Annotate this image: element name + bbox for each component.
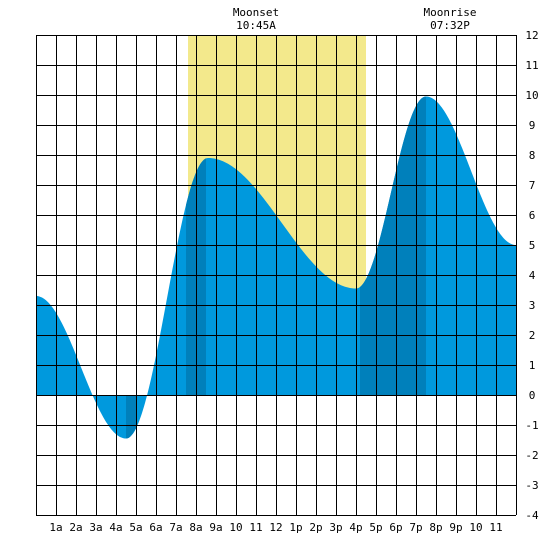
x-tick-label: 3p xyxy=(329,521,342,534)
moon-event-time: 10:45A xyxy=(236,19,276,32)
x-tick-label: 9p xyxy=(449,521,462,534)
y-tick-label: -2 xyxy=(525,449,538,462)
x-tick-label: 10 xyxy=(469,521,482,534)
x-tick-label: 1p xyxy=(289,521,302,534)
y-tick-label: 9 xyxy=(529,119,536,132)
x-tick-label: 11 xyxy=(489,521,502,534)
x-tick-label: 8p xyxy=(429,521,442,534)
x-tick-label: 4p xyxy=(349,521,362,534)
x-tick-label: 8a xyxy=(189,521,202,534)
y-tick-label: 3 xyxy=(529,299,536,312)
x-tick-label: 3a xyxy=(89,521,102,534)
x-tick-label: 6a xyxy=(149,521,162,534)
x-tick-label: 2p xyxy=(309,521,322,534)
x-tick-label: 7p xyxy=(409,521,422,534)
y-tick-label: 1 xyxy=(529,359,536,372)
x-tick-label: 11 xyxy=(249,521,262,534)
x-tick-label: 1a xyxy=(49,521,62,534)
x-tick-label: 9a xyxy=(209,521,222,534)
moon-event-title: Moonset xyxy=(233,6,279,19)
moon-event-title: Moonrise xyxy=(424,6,477,19)
y-tick-label: 8 xyxy=(529,149,536,162)
x-tick-label: 12 xyxy=(269,521,282,534)
grid xyxy=(36,35,517,516)
moon-event-time: 07:32P xyxy=(430,19,470,32)
y-tick-label: 5 xyxy=(529,239,536,252)
y-tick-label: 11 xyxy=(525,59,538,72)
y-tick-label: -3 xyxy=(525,479,538,492)
x-tick-label: 4a xyxy=(109,521,122,534)
y-tick-label: 4 xyxy=(529,269,536,282)
y-tick-label: 0 xyxy=(529,389,536,402)
y-tick-label: 10 xyxy=(525,89,538,102)
y-tick-label: -4 xyxy=(525,509,539,522)
x-tick-label: 5p xyxy=(369,521,382,534)
x-tick-label: 7a xyxy=(169,521,182,534)
x-tick-label: 6p xyxy=(389,521,402,534)
x-tick-label: 10 xyxy=(229,521,242,534)
y-tick-label: 12 xyxy=(525,29,538,42)
y-tick-label: 2 xyxy=(529,329,536,342)
x-tick-label: 2a xyxy=(69,521,82,534)
y-tick-label: -1 xyxy=(525,419,538,432)
y-tick-label: 6 xyxy=(529,209,536,222)
tide-area-dark-band xyxy=(186,158,206,395)
y-tick-label: 7 xyxy=(529,179,536,192)
x-tick-label: 5a xyxy=(129,521,142,534)
tide-area-dark-band xyxy=(126,395,136,439)
x-axis-ticks: 1a 2a 3a 4a 5a 6a 7a 8a 9a 10 11 12 1p 2p 3p 4p 5p 6p 7p 8p… xyxy=(49,521,502,534)
